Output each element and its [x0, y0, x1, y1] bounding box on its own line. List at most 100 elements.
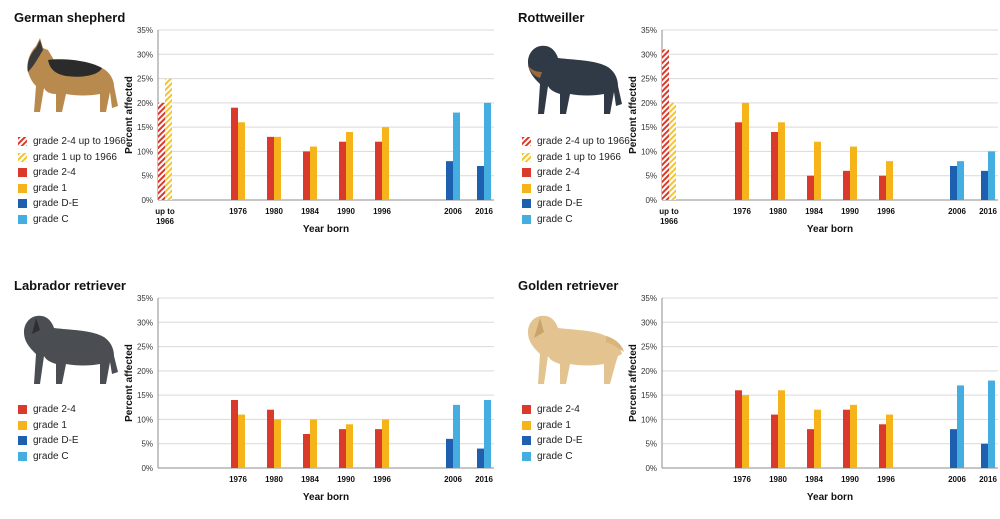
- bar: [446, 438, 453, 468]
- legend-label: grade 1: [33, 419, 67, 431]
- chart-title: German shepherd: [14, 10, 126, 25]
- bar: [303, 151, 310, 200]
- bar: [957, 161, 964, 200]
- bar: [477, 166, 484, 200]
- bar: [231, 400, 238, 468]
- x-axis-label: Year born: [303, 492, 349, 503]
- y-tick-label: 5%: [645, 172, 657, 181]
- x-tick-label: 2016: [979, 475, 997, 484]
- legend-label: grade 1: [537, 419, 571, 431]
- bar: [879, 175, 886, 200]
- legend-item: grade D-E: [522, 196, 630, 212]
- bar: [165, 78, 172, 200]
- legend-label: grade 1: [537, 182, 571, 194]
- legend-item: grade 1: [18, 418, 79, 434]
- chart-legend: grade 2-4 grade 1 grade D-E grade C: [18, 402, 79, 464]
- legend-swatch: [18, 168, 27, 178]
- chart-legend: grade 2-4 up to 1966 grade 1 up to 1966 …: [18, 134, 126, 227]
- legend-label: grade C: [33, 450, 69, 462]
- legend-item: grade 1 up to 1966: [18, 150, 126, 166]
- x-tick-label: 2016: [475, 475, 493, 484]
- y-tick-label: 0%: [645, 464, 657, 473]
- legend-swatch: [18, 451, 27, 461]
- bar: [843, 170, 850, 200]
- chart-title: Rottweiller: [518, 10, 585, 25]
- y-tick-label: 25%: [137, 343, 153, 352]
- x-axis-label: Year born: [807, 492, 853, 503]
- legend-swatch: [522, 451, 531, 461]
- bar: [778, 390, 785, 468]
- legend-label: grade 2-4: [537, 167, 580, 179]
- legend-swatch: [522, 199, 531, 209]
- chart-legend: grade 2-4 grade 1 grade D-E grade C: [522, 402, 583, 464]
- legend-label: grade 2-4 up to 1966: [537, 136, 630, 148]
- x-tick-label: 2006: [948, 475, 966, 484]
- x-tick-label: 1984: [805, 207, 823, 216]
- legend-swatch: [18, 436, 27, 446]
- bar: [477, 448, 484, 468]
- x-tick-label: 1996: [877, 207, 895, 216]
- bar-chart: 0% 5% 10% 15% 20% 25% 30% 35% Percent affected Ye…: [628, 294, 998, 503]
- bar: [453, 404, 460, 468]
- bar: [382, 419, 389, 468]
- y-tick-label: 10%: [641, 415, 657, 424]
- y-tick-label: 20%: [137, 367, 153, 376]
- legend-label: grade C: [537, 450, 573, 462]
- bar: [807, 429, 814, 468]
- bar: [950, 429, 957, 468]
- bar: [850, 146, 857, 200]
- x-tick-label: 1996: [373, 207, 391, 216]
- legend-item: grade D-E: [522, 433, 583, 449]
- y-tick-label: 25%: [641, 343, 657, 352]
- legend-item: grade 2-4: [18, 402, 79, 418]
- y-tick-label: 20%: [641, 367, 657, 376]
- y-axis-label: Percent affected: [628, 344, 639, 422]
- chart-panel-german-shepherd: German shepherd grade 2-4 up to 1966 gra…: [0, 0, 500, 251]
- x-tick-label: 1996: [373, 475, 391, 484]
- x-tick-label: up to: [659, 207, 679, 216]
- legend-label: grade C: [33, 213, 69, 225]
- x-tick-label: 1990: [841, 475, 859, 484]
- y-tick-label: 30%: [137, 50, 153, 59]
- bar: [950, 166, 957, 200]
- y-tick-label: 15%: [641, 123, 657, 132]
- legend-item: grade 2-4 up to 1966: [18, 134, 126, 150]
- bar: [843, 409, 850, 468]
- y-tick-label: 10%: [137, 147, 153, 156]
- y-tick-label: 10%: [137, 415, 153, 424]
- legend-item: grade 1: [522, 181, 630, 197]
- x-axis-label: Year born: [303, 224, 349, 235]
- bar-chart: 0% 5% 10% 15% 20% 25% 30% 35% Percent affected Ye…: [628, 26, 998, 235]
- x-tick-label: 1980: [265, 207, 283, 216]
- x-tick-label: 2006: [444, 475, 462, 484]
- legend-swatch: [18, 214, 27, 224]
- bar: [267, 409, 274, 468]
- x-axis-label: Year born: [807, 224, 853, 235]
- chart-legend: grade 2-4 up to 1966 grade 1 up to 1966 …: [522, 134, 630, 227]
- bar: [346, 424, 353, 468]
- legend-swatch: [522, 168, 531, 178]
- bar: [238, 414, 245, 468]
- x-tick-label: 1976: [733, 207, 751, 216]
- y-tick-label: 30%: [641, 50, 657, 59]
- legend-swatch: [522, 420, 531, 430]
- legend-item: grade C: [18, 212, 126, 228]
- y-tick-label: 15%: [137, 391, 153, 400]
- bar: [742, 395, 749, 468]
- bar: [339, 429, 346, 468]
- x-tick-label: 1990: [841, 207, 859, 216]
- bar-chart: 0% 5% 10% 15% 20% 25% 30% 35% Percent affected Ye…: [124, 26, 494, 235]
- x-tick-label: up to: [155, 207, 175, 216]
- legend-swatch: [522, 183, 531, 193]
- bar: [267, 136, 274, 200]
- chart-title: Golden retriever: [518, 278, 619, 293]
- y-axis-label: Percent affected: [628, 76, 639, 154]
- bar: [310, 146, 317, 200]
- y-tick-label: 20%: [137, 99, 153, 108]
- legend-swatch: [522, 214, 531, 224]
- bar: [850, 404, 857, 468]
- x-tick-label: 1984: [301, 475, 319, 484]
- bar: [339, 141, 346, 200]
- x-tick-label: 1976: [733, 475, 751, 484]
- bar: [274, 419, 281, 468]
